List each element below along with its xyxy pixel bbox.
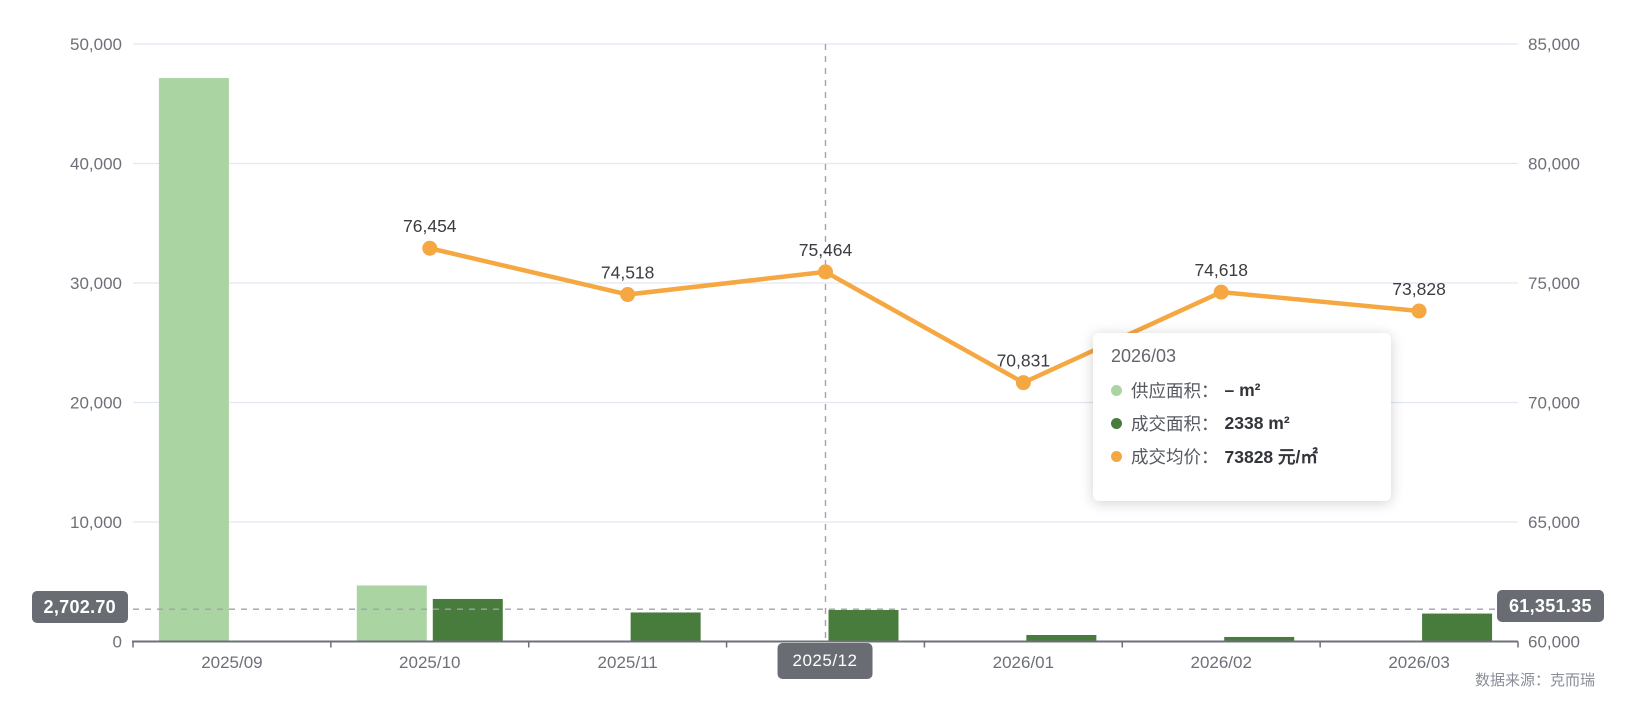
y-axis-label-left: 10,000 — [70, 513, 122, 532]
y-axis-label-left: 50,000 — [70, 35, 122, 54]
tooltip: 2026/03 供应面积： – m² 成交面积： 2338 m² 成交均价： 7… — [1093, 333, 1391, 501]
tooltip-series-value: 73828 元/㎡ — [1224, 447, 1318, 467]
x-axis-label: 2026/02 — [1190, 653, 1251, 672]
price-point[interactable] — [818, 264, 833, 280]
y-axis-label-left: 30,000 — [70, 274, 122, 293]
tooltip-series-label: 成交面积： — [1131, 414, 1219, 434]
price-point[interactable] — [1015, 375, 1031, 391]
x-axis-label: 2025/11 — [598, 653, 658, 672]
tooltip-series-value: 2338 m² — [1224, 413, 1290, 433]
tooltip-row: 供应面积： – m² — [1111, 374, 1373, 407]
axis-pointer-category-label: 2025/12 — [777, 643, 873, 679]
price-point[interactable] — [1213, 284, 1229, 300]
deal-area-bar[interactable] — [630, 612, 701, 642]
y-axis-label-left: 40,000 — [70, 155, 122, 174]
y-axis-label-left: 0 — [113, 633, 122, 652]
deal-area-bar[interactable] — [432, 598, 503, 642]
price-point-label: 76,454 — [403, 216, 457, 236]
deal-area-bar[interactable] — [1422, 613, 1493, 642]
x-axis-label: 2026/01 — [993, 653, 1054, 672]
x-axis-label: 2025/09 — [201, 653, 262, 672]
deal-area-bar[interactable] — [828, 609, 899, 642]
supply-series-dot-icon — [1111, 385, 1122, 396]
axis-pointer-value-right: 61,351.35 — [1497, 590, 1604, 622]
price-point-label: 74,618 — [1194, 260, 1248, 280]
axis-pointer-value-left: 2,702.70 — [31, 591, 128, 623]
price-point[interactable] — [422, 240, 438, 256]
price-point[interactable] — [1411, 303, 1427, 319]
y-axis-label-right: 75,000 — [1528, 274, 1580, 293]
y-axis-label-right: 70,000 — [1528, 394, 1580, 413]
price-point-label: 70,831 — [997, 351, 1051, 371]
tooltip-series-value: – m² — [1224, 380, 1261, 400]
price-point[interactable] — [620, 287, 636, 303]
price-point-label: 75,464 — [799, 240, 853, 260]
y-axis-label-left: 20,000 — [70, 394, 122, 413]
y-axis-label-right: 65,000 — [1528, 513, 1580, 532]
price-line — [427, 245, 1422, 385]
price-point-label: 73,828 — [1392, 279, 1446, 299]
price-series-dot-icon — [1111, 451, 1122, 462]
tooltip-series-label: 成交均价： — [1131, 447, 1219, 467]
deal-area-bar[interactable] — [1026, 634, 1097, 642]
tooltip-series-label: 供应面积： — [1131, 381, 1219, 401]
deal-series-dot-icon — [1111, 418, 1122, 429]
y-axis-label-right: 85,000 — [1528, 35, 1580, 54]
supply-area-bar[interactable] — [158, 78, 229, 642]
price-point-label: 74,518 — [601, 263, 655, 283]
tooltip-row: 成交面积： 2338 m² — [1111, 407, 1373, 440]
tooltip-title: 2026/03 — [1111, 346, 1177, 366]
tooltip-row: 成交均价： 73828 元/㎡ — [1111, 440, 1373, 473]
y-axis-label-right: 80,000 — [1528, 155, 1580, 174]
deal-area-bar[interactable] — [1224, 636, 1295, 642]
data-source-note: 数据来源：克而瑞 — [1474, 672, 1595, 689]
x-axis-label: 2025/10 — [399, 653, 460, 672]
supply-area-bar[interactable] — [356, 585, 427, 642]
x-axis-label: 2026/03 — [1388, 653, 1449, 672]
y-axis-label-right: 60,000 — [1528, 633, 1580, 652]
